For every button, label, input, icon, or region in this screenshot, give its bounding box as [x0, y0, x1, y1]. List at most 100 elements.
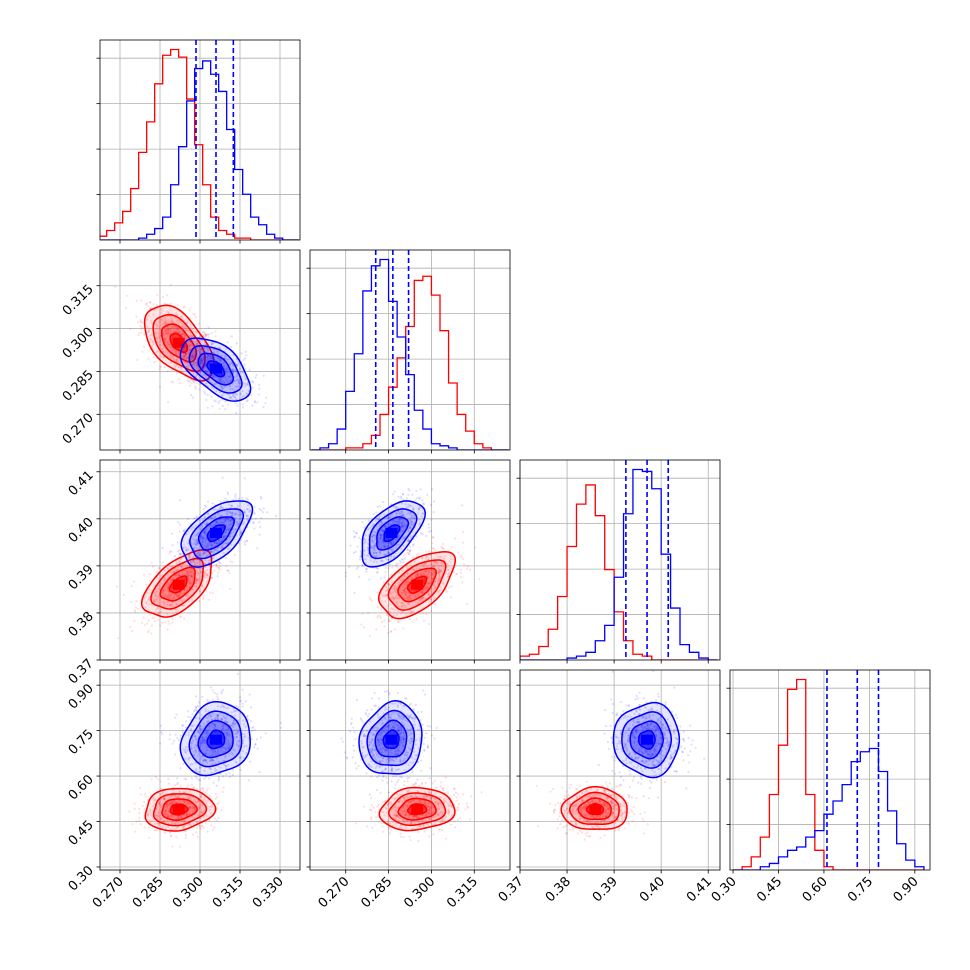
sample-point — [191, 810, 194, 813]
sample-point — [410, 504, 413, 508]
sample-point — [136, 321, 140, 324]
sample-point — [227, 569, 230, 572]
sample-point — [401, 585, 404, 588]
sample-point — [194, 361, 197, 364]
grid — [100, 40, 300, 240]
sample-point — [162, 355, 165, 358]
sample-point — [175, 826, 178, 830]
sample-point — [182, 813, 185, 817]
sample-point — [175, 608, 178, 611]
sample-point — [230, 532, 233, 536]
sample-point — [416, 512, 419, 515]
sample-point — [193, 364, 196, 367]
sample-point — [229, 374, 232, 377]
sample-point — [361, 612, 364, 615]
sample-point — [247, 504, 250, 507]
sample-point — [408, 527, 411, 530]
sample-point — [409, 526, 412, 529]
sample-point — [363, 526, 366, 529]
sample-point — [222, 536, 225, 539]
sample-point — [421, 591, 424, 594]
sample-point — [371, 553, 374, 556]
sample-point — [149, 301, 152, 304]
sample-point — [168, 343, 171, 346]
sample-point — [192, 822, 195, 825]
sample-point — [245, 354, 248, 357]
sample-point — [213, 826, 216, 829]
sample-point — [398, 571, 401, 574]
sample-point — [157, 812, 160, 815]
sample-point — [387, 558, 390, 561]
sample-point — [371, 546, 374, 549]
contour-line — [383, 524, 401, 543]
sample-point — [353, 536, 356, 539]
sample-point — [183, 799, 186, 802]
sample-point — [210, 715, 213, 718]
sample-point — [172, 815, 176, 818]
sample-point — [184, 374, 187, 378]
sample-point — [232, 725, 235, 728]
sample-point — [164, 594, 167, 597]
sample-point — [377, 614, 380, 618]
sample-point — [205, 398, 208, 401]
sample-point — [196, 579, 199, 582]
sample-point — [210, 343, 213, 347]
sample-point — [376, 571, 379, 574]
sample-point — [228, 360, 231, 363]
sample-point — [203, 573, 206, 576]
sample-point — [234, 402, 237, 405]
sample-point — [162, 331, 165, 334]
sample-point — [386, 551, 389, 554]
sample-point — [401, 521, 404, 524]
sample-point — [169, 357, 172, 360]
sample-point — [400, 523, 403, 526]
sample-point — [114, 285, 117, 288]
sample-point — [229, 396, 232, 399]
sample-point — [385, 588, 388, 591]
sample-point — [225, 747, 228, 751]
sample-point — [148, 596, 151, 599]
sample-point — [241, 406, 245, 409]
sample-point — [385, 558, 388, 561]
sample-point — [187, 593, 190, 597]
sample-point — [165, 606, 168, 609]
sample-point — [389, 514, 392, 518]
grid — [730, 670, 930, 870]
sample-point — [375, 561, 379, 564]
sample-point — [199, 358, 203, 361]
sample-point — [161, 600, 164, 603]
sample-point — [176, 783, 179, 786]
sample-point — [200, 571, 203, 574]
sample-point — [417, 591, 420, 594]
sample-point — [157, 567, 160, 570]
sample-point — [364, 534, 367, 537]
sample-point — [227, 381, 230, 384]
sample-point — [216, 802, 219, 805]
sample-point — [258, 507, 261, 510]
sample-point — [204, 558, 207, 562]
sample-point — [195, 340, 198, 343]
sample-point — [407, 529, 410, 533]
sample-point — [223, 364, 226, 367]
sample-point — [213, 569, 216, 572]
sample-point — [383, 513, 386, 516]
sample-point — [437, 566, 440, 570]
sample-point — [168, 593, 171, 596]
sample-point — [182, 319, 186, 322]
sample-point — [188, 586, 191, 589]
sample-point — [425, 557, 428, 560]
sample-point — [387, 551, 390, 555]
sample-point — [460, 575, 463, 579]
sample-point — [205, 505, 208, 508]
sample-point — [180, 321, 183, 324]
sample-point — [171, 381, 175, 384]
sample-point — [442, 582, 445, 585]
sample-point — [170, 834, 173, 837]
sample-point — [241, 395, 244, 398]
sample-point — [217, 566, 221, 570]
sample-point — [376, 554, 379, 557]
sample-point — [233, 729, 236, 732]
sample-point — [236, 522, 239, 525]
sample-point — [194, 585, 197, 588]
sample-point — [377, 518, 380, 521]
